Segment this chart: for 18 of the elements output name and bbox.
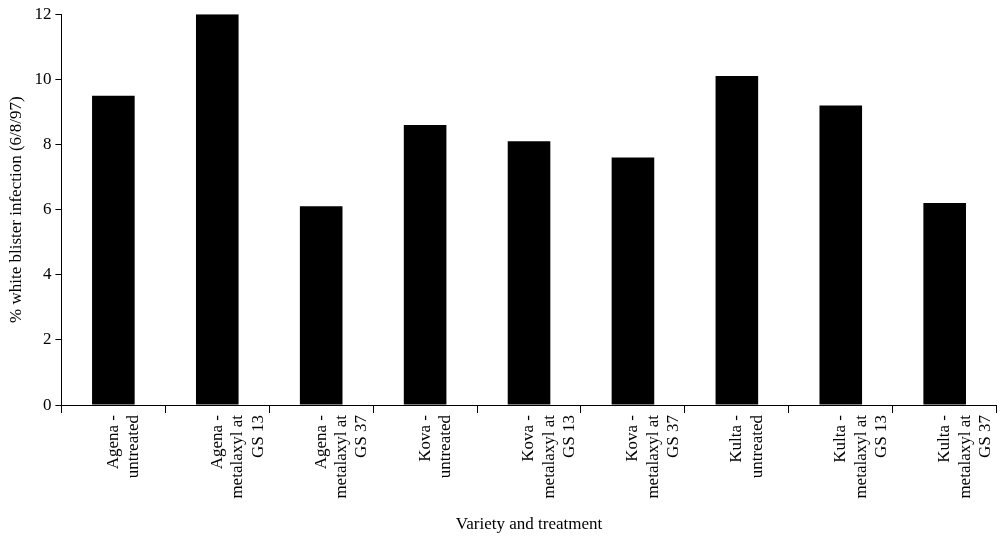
x-tick-label: Agena - metalaxyl at GS 13 xyxy=(206,414,267,499)
x-tick-label: Kova - metalaxyl at GS 13 xyxy=(518,414,579,499)
x-tick-label: Agena - untreated xyxy=(102,414,143,479)
x-axis-title: Variety and treatment xyxy=(455,514,603,534)
y-tick-label: 4 xyxy=(42,264,52,284)
x-tick-label: Kulta - untreated xyxy=(726,414,766,479)
y-tick-label: 10 xyxy=(34,68,52,88)
y-tick-label: 2 xyxy=(42,329,52,349)
x-tick-label: Kulta - metalaxyl at GS 13 xyxy=(830,414,891,499)
y-axis-title: % white blister infection (6/8/97) xyxy=(5,96,25,323)
y-tick-label: 12 xyxy=(34,3,52,23)
x-tick-label: Kova - metalaxyl at GS 37 xyxy=(622,414,683,499)
x-tick-label: Kulta - metalaxyl at GS 37 xyxy=(934,414,994,499)
y-tick-label: 0 xyxy=(42,394,52,414)
y-tick-label: 6 xyxy=(42,199,52,219)
x-tick-label: Agena - metalaxyl at GS 37 xyxy=(310,414,371,499)
y-tick-label: 8 xyxy=(42,133,52,153)
x-tick-label: Kova - untreated xyxy=(414,414,454,479)
